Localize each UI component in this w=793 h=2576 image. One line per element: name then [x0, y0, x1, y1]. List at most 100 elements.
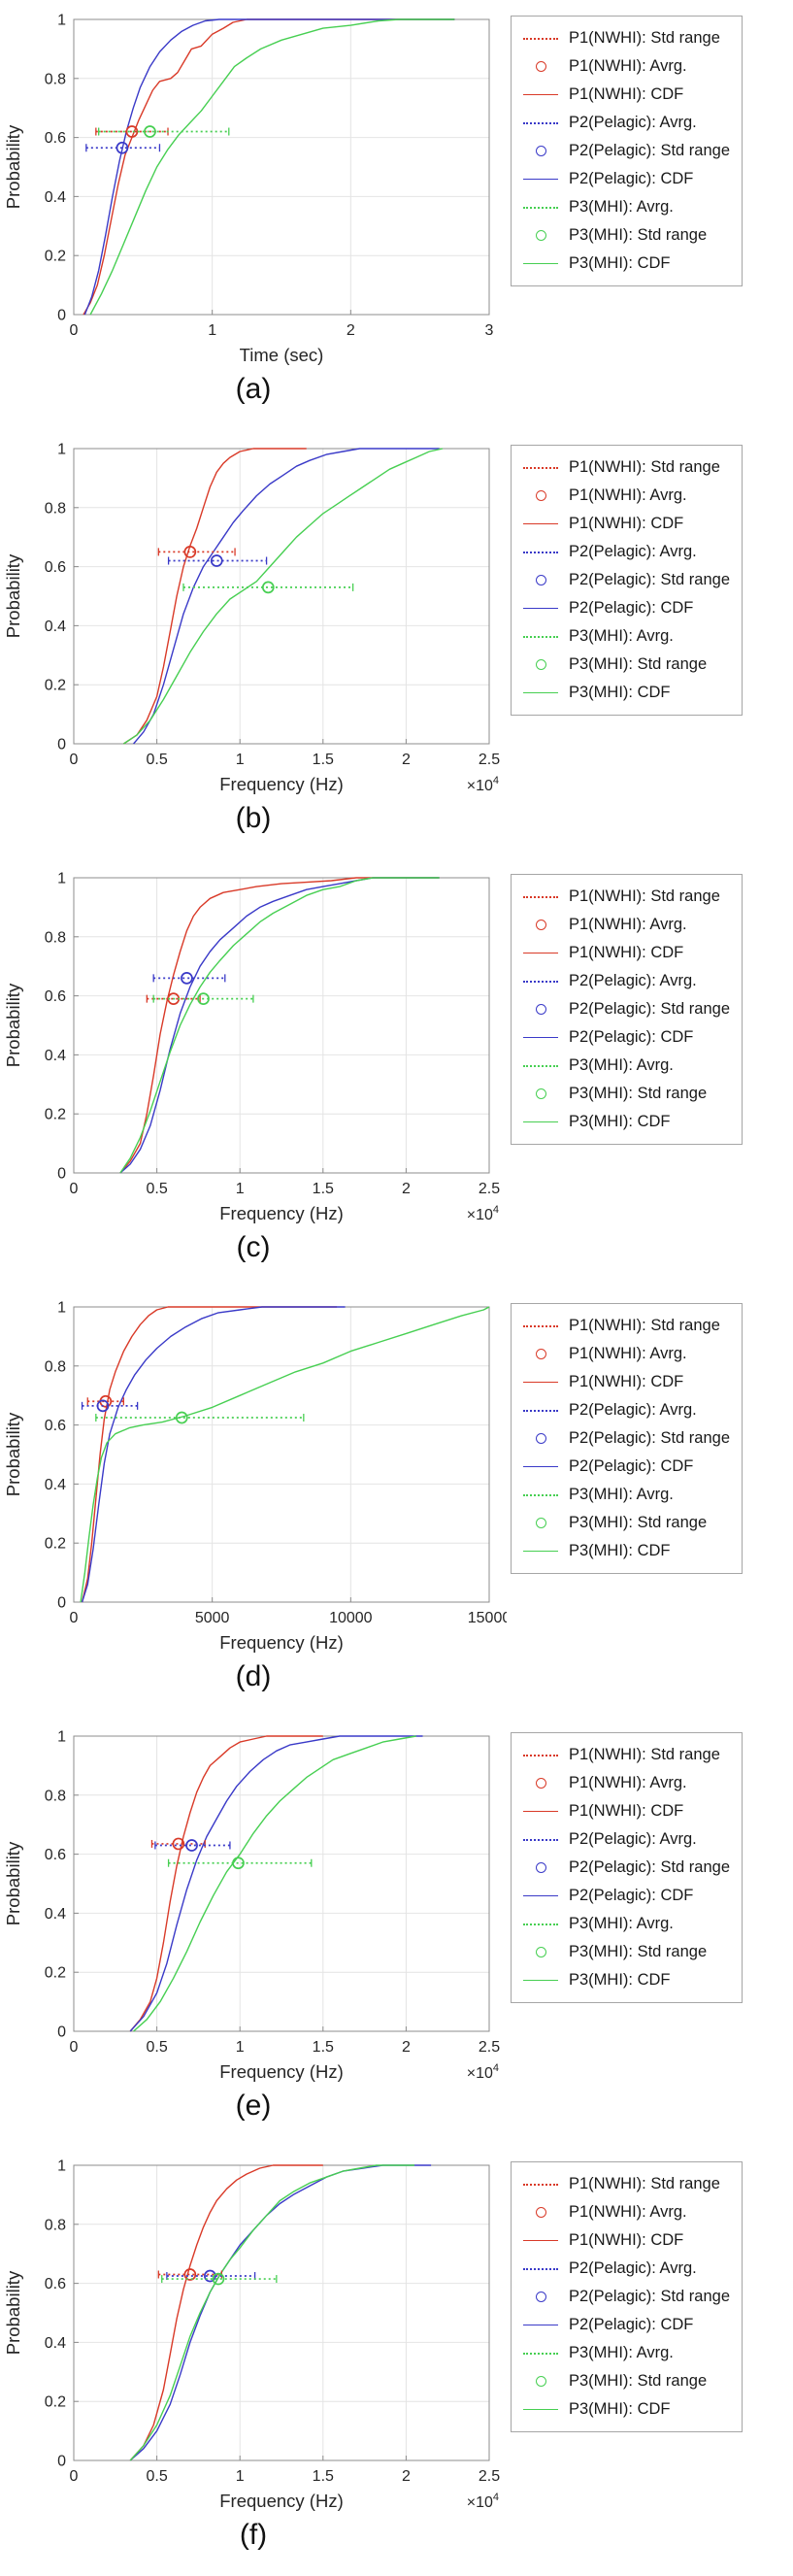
dotted-line-icon	[523, 980, 558, 983]
circle-marker-icon	[535, 920, 546, 930]
x-tick-label: 1	[236, 2468, 245, 2485]
y-tick-label: 0.4	[45, 1906, 66, 1923]
legend-label: P3(MHI): Std range	[569, 1514, 708, 1531]
legend-label: P1(NWHI): CDF	[569, 1373, 684, 1390]
legend-entry: P3(MHI): Avrg.	[521, 2339, 730, 2367]
avg-marker-p2	[116, 141, 129, 154]
legend-entry: P3(MHI): CDF	[521, 1537, 730, 1565]
legend-label: P2(Pelagic): Std range	[569, 1000, 731, 1018]
y-tick-label: 0.4	[45, 2335, 66, 2352]
figure-panel-a: 0 1 2 3 0 0.2 0.4 0.6 0.8 1 Time (sec) Probability …	[0, 0, 793, 429]
legend-entry: P1(NWHI): Std range	[521, 1741, 730, 1769]
solid-line-icon	[523, 1382, 558, 1383]
avg-marker-p3	[175, 1411, 188, 1424]
legend-label: P1(NWHI): CDF	[569, 944, 684, 961]
legend-sample-dotted-icon	[521, 466, 560, 469]
y-tick-label: 0	[57, 2024, 66, 2041]
y-tick-label: 0.8	[45, 1358, 66, 1375]
y-tick-label: 1	[57, 1300, 66, 1317]
solid-line-icon	[523, 263, 558, 264]
legend-label: P3(MHI): CDF	[569, 254, 671, 272]
legend-label: P3(MHI): Std range	[569, 2372, 708, 2390]
legend-sample-dotted-icon	[521, 1064, 560, 1067]
legend-sample-circle-icon	[521, 1778, 560, 1789]
legend-label: P3(MHI): Avrg.	[569, 198, 674, 216]
y-tick-label: 0.8	[45, 500, 66, 517]
x-tick-label: 1.5	[313, 752, 334, 768]
cdf-plot-f: 0 0.5 1 1.5 2 2.5 0 0.2 0.4 0.6 0.8 1 Frequency (Hz)…	[3, 2158, 500, 2512]
cdf-curve-p3	[129, 2164, 414, 2461]
cdf-curve-p3	[119, 877, 440, 1174]
panel-label-f: (f)	[239, 2519, 268, 2551]
circle-marker-icon	[535, 1433, 546, 1444]
legend-label: P2(Pelagic): Avrg.	[569, 2259, 697, 2277]
legend-box-e: P1(NWHI): Std range P1(NWHI): Avrg. P1(NWH…	[511, 1732, 743, 2003]
dotted-line-icon	[523, 1324, 558, 1327]
cdf-plot-e: 0 0.5 1 1.5 2 2.5 0 0.2 0.4 0.6 0.8 1 Frequency (Hz)…	[3, 1729, 500, 2083]
dotted-line-icon	[523, 551, 558, 553]
x-axis-offset-label: ×104	[467, 2062, 499, 2082]
avg-marker-p1	[125, 125, 139, 138]
y-tick-label: 0.2	[45, 678, 66, 694]
y-tick-label: 0.2	[45, 1107, 66, 1123]
legend-sample-circle-icon	[521, 61, 560, 72]
legend-box-d: P1(NWHI): Std range P1(NWHI): Avrg. P1(NWH…	[511, 1303, 743, 1574]
avg-marker-p3	[232, 1857, 245, 1870]
legend-entry: P1(NWHI): Avrg.	[521, 911, 730, 939]
legend-entry: P3(MHI): CDF	[521, 679, 730, 707]
legend-sample-solid-icon	[521, 1811, 560, 1812]
dotted-line-icon	[523, 2352, 558, 2355]
legend-sample-circle-icon	[521, 920, 560, 930]
legend-entry: P2(Pelagic): Avrg.	[521, 538, 730, 566]
legend-sample-circle-icon	[521, 1349, 560, 1359]
legend-entry: P2(Pelagic): CDF	[521, 1023, 730, 1052]
legend-entry: P1(NWHI): CDF	[521, 81, 730, 109]
avg-marker-p3	[261, 581, 275, 594]
dotted-line-icon	[523, 1409, 558, 1412]
legend-entry: P3(MHI): CDF	[521, 1966, 730, 1994]
legend-sample-circle-icon	[521, 1518, 560, 1528]
legend-sample-dotted-icon	[521, 2183, 560, 2186]
legend-label: P2(Pelagic): CDF	[569, 599, 694, 617]
x-axis-label: Time (sec)	[240, 345, 324, 365]
x-tick-label: 0	[70, 1610, 79, 1626]
legend-sample-solid-icon	[521, 523, 560, 524]
y-tick-label: 0.2	[45, 1965, 66, 1982]
legend-label: P3(MHI): Std range	[569, 226, 708, 244]
x-tick-label: 10000	[329, 1610, 373, 1626]
avg-marker-p2	[181, 972, 193, 985]
legend-entry: P3(MHI): Avrg.	[521, 1481, 730, 1509]
dotted-line-icon	[523, 466, 558, 469]
x-axis-label: Frequency (Hz)	[219, 774, 343, 794]
x-tick-label: 0	[70, 752, 79, 768]
legend-sample-dotted-icon	[521, 1838, 560, 1841]
cdf-curve-p2	[119, 877, 440, 1174]
y-axis-label: Probability	[3, 1841, 23, 1925]
axes-box	[73, 1735, 490, 2032]
x-tick-label: 0.5	[146, 2039, 167, 2056]
legend-entry: P2(Pelagic): CDF	[521, 594, 730, 622]
legend-sample-dotted-icon	[521, 2352, 560, 2355]
dotted-line-icon	[523, 895, 558, 898]
cdf-curve-p1	[129, 2164, 323, 2461]
legend-sample-solid-icon	[521, 608, 560, 609]
legend-label: P1(NWHI): Std range	[569, 887, 720, 905]
cdf-plot-c: 0 0.5 1 1.5 2 2.5 0 0.2 0.4 0.6 0.8 1 Frequency (Hz)…	[3, 871, 500, 1224]
legend-entry: P3(MHI): Avrg.	[521, 193, 730, 221]
y-tick-label: 0.8	[45, 1788, 66, 1804]
dotted-line-icon	[523, 37, 558, 40]
avg-marker-p3	[144, 125, 156, 138]
x-tick-label: 0	[70, 2039, 79, 2056]
legend-sample-dotted-icon	[521, 980, 560, 983]
dotted-line-icon	[523, 121, 558, 124]
circle-marker-icon	[535, 2207, 546, 2218]
legend-sample-solid-icon	[521, 1980, 560, 1981]
avg-marker-p2	[210, 554, 223, 567]
legend-label: P1(NWHI): Avrg.	[569, 1345, 687, 1362]
solid-line-icon	[523, 1037, 558, 1038]
x-tick-label: 1	[236, 2039, 245, 2056]
x-tick-label: 1	[236, 1181, 245, 1197]
legend-sample-solid-icon	[521, 2240, 560, 2241]
x-axis-label: Frequency (Hz)	[219, 1203, 343, 1223]
dotted-line-icon	[523, 1064, 558, 1067]
